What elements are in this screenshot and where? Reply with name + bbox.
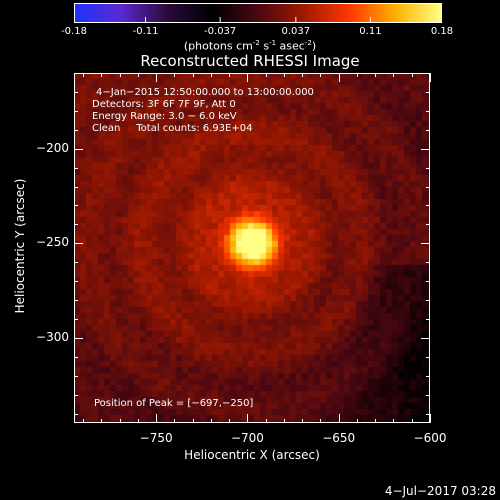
colorbar-units: (photons cm-2 s-1 asec-2)	[0, 40, 500, 52]
y-tick-label: −300	[36, 329, 69, 344]
colorbar-tick-label: -0.11	[132, 26, 159, 37]
x-tick-label: −650	[322, 431, 356, 445]
annotation-detectors: Detectors: 3F 6F 7F 9F, Att 0	[92, 99, 236, 110]
colorbar-tick-label: 0.11	[359, 26, 382, 37]
chart-title: Reconstructed RHESSI Image	[140, 52, 360, 70]
colorbar-tick-label: 0.18	[430, 26, 454, 37]
annotation-time-range: 4−Jan−2015 12:50:00.000 to 13:00:00.000	[96, 87, 314, 98]
colorbar-tick-label: -0.18	[61, 26, 87, 37]
annotation-block: 4−Jan−2015 12:50:00.000 to 13:00:00.000 …	[92, 88, 314, 136]
units-part: s	[259, 39, 270, 53]
x-axis-label: Heliocentric X (arcsec)	[184, 448, 320, 462]
colorbar-gradient	[74, 3, 442, 23]
x-axis-tick-labels: −750 −700 −650 −600	[0, 432, 500, 446]
colorbar	[74, 3, 442, 23]
units-part: )	[311, 39, 317, 53]
x-tick-label: −750	[139, 431, 173, 445]
annotation-clean-counts: Clean Total counts: 6.93E+04	[92, 123, 253, 134]
y-axis-tick-labels: −200 −250 −300	[0, 0, 74, 500]
colorbar-tick-label: 0.037	[281, 26, 311, 37]
colorbar-tickmarks	[74, 17, 442, 23]
units-exponent: -1	[269, 39, 277, 47]
units-exponent: -2	[304, 39, 312, 47]
x-tick-label: −600	[413, 431, 447, 445]
footer-timestamp: 4−Jul−2017 03:28	[384, 484, 496, 498]
colorbar-tick-labels: -0.18 -0.11 -0.037 0.037 0.11 0.18	[0, 27, 500, 41]
y-tick-label: −250	[36, 235, 69, 250]
units-part: asec	[276, 39, 305, 53]
y-tick-label: −200	[36, 140, 69, 155]
x-tick-label: −700	[230, 431, 264, 445]
peak-position-label: Position of Peak = [−697,−250]	[94, 398, 254, 409]
annotation-energy-range: Energy Range: 3.0 − 6.0 keV	[92, 111, 237, 122]
units-part: (photons cm	[183, 39, 253, 53]
y-axis-label: Heliocentric Y (arcsec)	[13, 178, 27, 314]
units-exponent: -2	[252, 39, 260, 47]
colorbar-tick-label: -0.037	[204, 26, 237, 37]
